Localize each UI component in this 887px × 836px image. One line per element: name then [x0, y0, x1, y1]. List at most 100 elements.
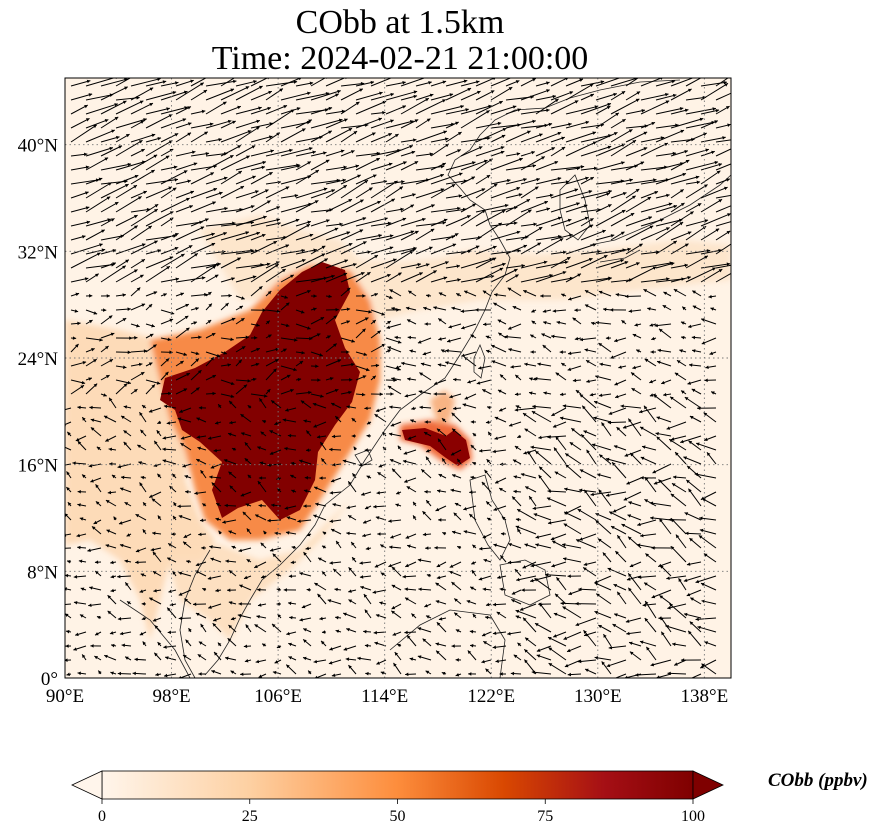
wind-arrow	[704, 378, 717, 383]
wind-arrow	[220, 302, 229, 311]
wind-arrow	[365, 671, 372, 676]
wind-arrow	[521, 588, 537, 592]
wind-arrow	[520, 150, 536, 157]
wind-arrow	[686, 589, 702, 597]
wind-arrow	[109, 631, 117, 635]
wind-arrow	[534, 622, 552, 633]
wind-arrow	[640, 533, 657, 538]
wind-arrow	[303, 551, 312, 563]
wind-arrow	[214, 421, 222, 425]
wind-arrow	[255, 659, 267, 664]
wind-arrow	[346, 627, 357, 633]
wind-arrow	[575, 389, 582, 395]
wind-arrow	[595, 209, 626, 227]
wind-arrow	[451, 581, 462, 591]
wind-arrow	[235, 384, 248, 395]
wind-arrow	[222, 519, 237, 524]
wind-arrow	[538, 466, 552, 479]
wind-arrow	[475, 257, 497, 269]
wind-arrow	[564, 487, 582, 493]
wind-arrow	[107, 610, 117, 619]
wind-arrow	[390, 421, 402, 427]
wind-arrow	[330, 528, 342, 535]
wind-arrow	[375, 613, 387, 619]
wind-arrow	[325, 178, 347, 185]
wind-arrow	[220, 257, 242, 269]
wind-arrow	[395, 365, 402, 369]
wind-arrow	[145, 203, 159, 213]
wind-arrow	[366, 421, 372, 425]
wind-arrow	[385, 81, 406, 87]
wind-arrow	[391, 306, 402, 311]
wind-arrow	[335, 629, 342, 634]
wind-arrow	[355, 271, 371, 283]
wind-arrow	[209, 545, 222, 549]
wind-arrow	[276, 644, 282, 649]
wind-arrow	[250, 263, 279, 283]
wind-arrow	[436, 561, 447, 568]
wind-arrow	[530, 445, 552, 451]
wind-arrow	[575, 539, 597, 549]
wind-arrow	[139, 589, 147, 593]
wind-arrow	[163, 404, 177, 409]
wind-arrow	[621, 523, 642, 535]
map-title-line2: Time: 2024-02-21 21:00:00	[211, 40, 589, 77]
wind-arrow	[163, 673, 177, 678]
wind-arrow	[370, 221, 392, 227]
wind-arrow	[295, 150, 316, 157]
wind-arrow	[535, 122, 553, 129]
wind-arrow	[355, 365, 370, 372]
wind-arrow	[235, 205, 255, 213]
wind-arrow	[66, 471, 72, 479]
wind-arrow	[261, 643, 267, 647]
wind-arrow	[422, 351, 432, 356]
wind-arrow	[295, 161, 312, 171]
wind-arrow	[670, 202, 685, 213]
wind-arrow	[207, 435, 222, 440]
wind-arrow	[224, 503, 237, 508]
wind-arrow	[430, 218, 448, 227]
wind-arrow	[550, 136, 565, 143]
wind-arrow	[469, 629, 477, 634]
wind-arrow	[175, 79, 194, 87]
wind-arrow	[73, 575, 87, 579]
wind-arrow	[663, 291, 672, 297]
wind-arrow	[507, 323, 522, 330]
wind-arrow	[568, 589, 582, 596]
wind-arrow	[453, 377, 462, 382]
wind-arrow	[340, 150, 355, 157]
wind-arrow	[598, 624, 612, 633]
wind-arrow	[130, 303, 146, 311]
wind-arrow	[584, 668, 597, 675]
wind-arrow	[177, 504, 192, 509]
wind-arrow	[430, 206, 461, 213]
wind-arrow	[260, 542, 267, 549]
wind-arrow	[355, 157, 381, 171]
wind-arrow	[168, 589, 177, 593]
wind-arrow	[487, 431, 492, 437]
wind-arrow	[295, 289, 311, 297]
wind-arrow	[280, 128, 306, 143]
wind-arrow	[475, 308, 492, 312]
wind-arrow	[325, 242, 353, 255]
wind-arrow	[625, 91, 641, 101]
wind-arrow	[240, 413, 252, 423]
wind-arrow	[350, 541, 357, 549]
wind-arrow	[182, 541, 192, 549]
wind-arrow	[629, 561, 642, 568]
wind-arrow	[280, 78, 302, 87]
wind-arrow	[385, 90, 418, 101]
wind-arrow	[164, 656, 177, 661]
wind-arrow	[190, 172, 215, 185]
wind-arrow	[295, 200, 319, 213]
wind-arrow	[271, 623, 282, 633]
wind-arrow	[545, 572, 567, 577]
wind-arrow	[580, 145, 612, 157]
wind-arrow	[228, 624, 237, 633]
wind-arrow	[453, 406, 462, 411]
wind-arrow	[190, 387, 200, 395]
wind-arrow	[670, 275, 692, 283]
wind-arrow	[366, 475, 372, 479]
wind-arrow	[115, 174, 139, 185]
wind-arrow	[325, 294, 332, 299]
